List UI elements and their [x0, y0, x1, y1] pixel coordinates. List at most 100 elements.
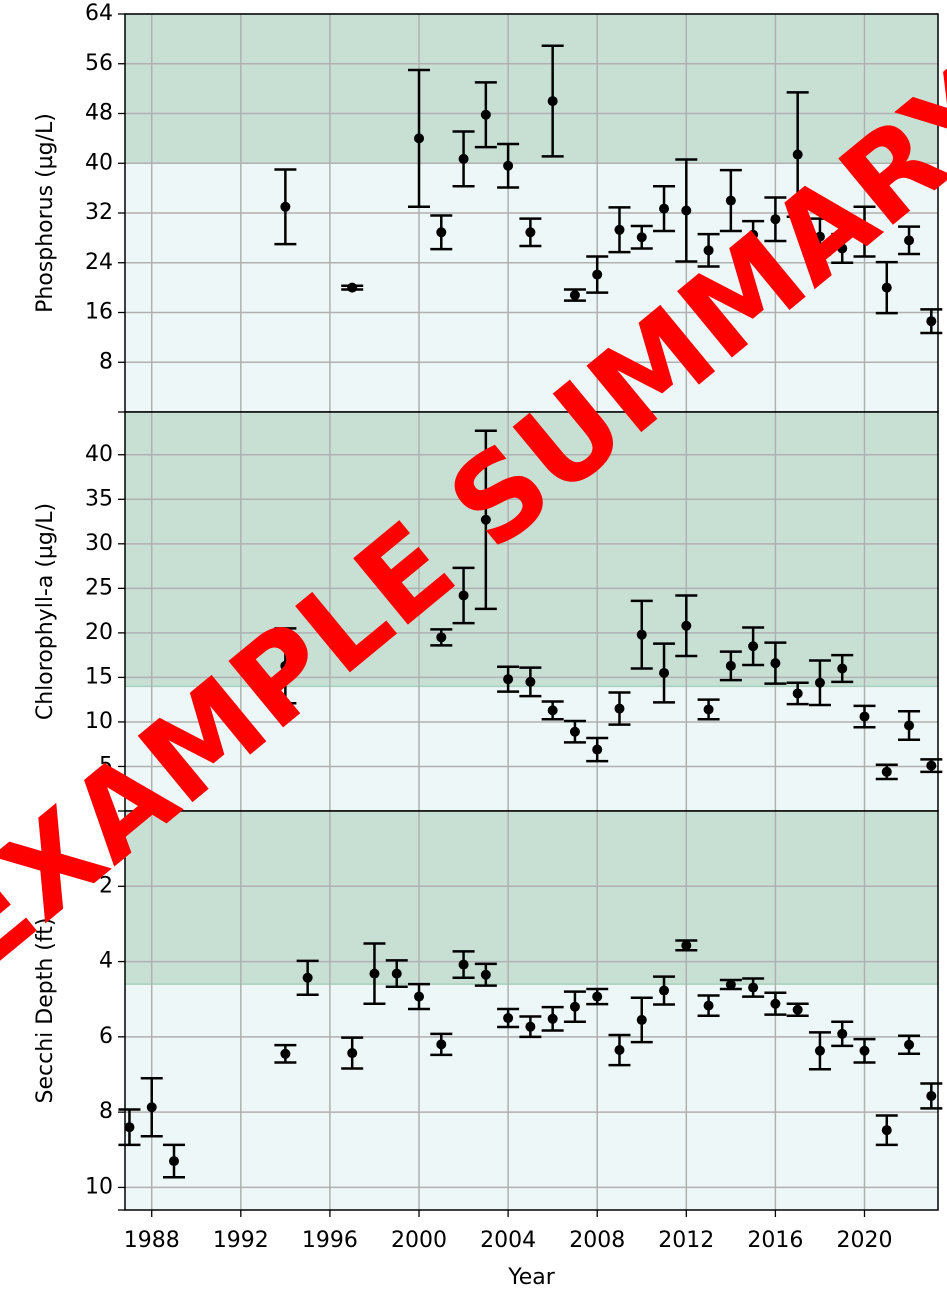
data-point: [146, 1102, 157, 1113]
data-point: [926, 1090, 937, 1101]
data-point: [569, 290, 580, 301]
data-point: [124, 1122, 135, 1133]
x-tick-label: 1996: [302, 1228, 358, 1253]
data-point: [814, 1045, 825, 1056]
y-tick-label: 10: [85, 709, 113, 734]
data-point: [926, 316, 937, 327]
data-point: [636, 629, 647, 640]
data-point: [280, 660, 291, 671]
data-point: [458, 153, 469, 164]
data-point: [659, 667, 670, 678]
data-point: [414, 133, 425, 144]
data-point: [547, 1013, 558, 1024]
data-point: [881, 766, 892, 777]
data-point: [414, 991, 425, 1002]
data-point: [480, 969, 491, 980]
data-point: [859, 711, 870, 722]
data-point: [614, 224, 625, 235]
data-point: [703, 1000, 714, 1011]
data-point: [904, 235, 915, 246]
y-tick-label: 2: [99, 873, 113, 898]
data-point: [458, 590, 469, 601]
y-tick-label: 35: [85, 486, 113, 511]
data-point: [770, 214, 781, 225]
y-tick-label: 40: [85, 442, 113, 467]
y-tick-label: 10: [85, 1174, 113, 1199]
data-point: [436, 632, 447, 643]
data-point: [748, 982, 759, 993]
y-tick-label: 24: [85, 250, 113, 275]
data-point: [681, 620, 692, 631]
x-tick-label: 1992: [213, 1228, 269, 1253]
data-point: [792, 149, 803, 160]
data-point: [480, 109, 491, 120]
data-point: [904, 1039, 915, 1050]
data-point: [503, 160, 514, 171]
y-tick-label: 48: [85, 101, 113, 126]
data-point: [904, 720, 915, 731]
data-point: [369, 968, 380, 979]
data-point: [503, 674, 514, 685]
data-point: [748, 641, 759, 652]
data-point: [347, 282, 358, 293]
x-axis-label: Year: [507, 1265, 556, 1290]
y-tick-label: 4: [99, 949, 113, 974]
data-point: [614, 1045, 625, 1056]
x-tick-label: 2016: [747, 1228, 803, 1253]
data-point: [748, 229, 759, 240]
y-tick-label: 25: [85, 575, 113, 600]
data-point: [569, 1001, 580, 1012]
y-axis-label: Chlorophyll-a (µg/L): [33, 503, 58, 720]
data-point: [280, 1048, 291, 1059]
x-tick-label: 1988: [124, 1228, 180, 1253]
data-point: [436, 1039, 447, 1050]
data-point: [525, 676, 536, 687]
data-point: [926, 760, 937, 771]
data-point: [547, 705, 558, 716]
panel-frame: [124, 810, 939, 1211]
data-point: [480, 514, 491, 525]
y-tick-label: 32: [85, 200, 113, 225]
data-point: [770, 658, 781, 669]
data-point: [725, 195, 736, 206]
data-point: [525, 227, 536, 238]
data-point: [837, 243, 848, 254]
y-tick-label: 15: [85, 664, 113, 689]
data-point: [169, 1156, 180, 1167]
y-tick-label: 6: [99, 1024, 113, 1049]
y-tick-label: 20: [85, 620, 113, 645]
x-tick-label: 2000: [391, 1228, 447, 1253]
y-axis-label: Secchi Depth (ft): [33, 918, 58, 1104]
data-point: [636, 232, 647, 243]
data-point: [347, 1048, 358, 1059]
x-tick-label: 2020: [836, 1228, 892, 1253]
x-tick-label: 2008: [569, 1228, 625, 1253]
data-point: [814, 231, 825, 242]
data-point: [703, 245, 714, 256]
data-point: [859, 226, 870, 237]
data-point: [792, 1004, 803, 1015]
data-point: [703, 704, 714, 715]
y-axis-label: Phosphorus (µg/L): [33, 113, 58, 313]
y-tick-label: 56: [85, 51, 113, 76]
y-tick-label: 5: [99, 753, 113, 778]
data-point: [525, 1021, 536, 1032]
data-point: [636, 1014, 647, 1025]
shaded-band: [125, 412, 938, 687]
y-tick-label: 16: [85, 300, 113, 325]
data-point: [659, 985, 670, 996]
data-point: [881, 1125, 892, 1136]
data-point: [280, 201, 291, 212]
data-point: [814, 677, 825, 688]
x-tick-label: 2012: [658, 1228, 714, 1253]
data-point: [725, 979, 736, 990]
data-point: [681, 940, 692, 951]
data-point: [503, 1013, 514, 1024]
data-point: [569, 726, 580, 737]
shaded-band: [125, 811, 938, 985]
y-tick-label: 40: [85, 150, 113, 175]
y-tick-label: 64: [85, 1, 113, 26]
x-tick-label: 2004: [480, 1228, 536, 1253]
data-point: [592, 269, 603, 280]
